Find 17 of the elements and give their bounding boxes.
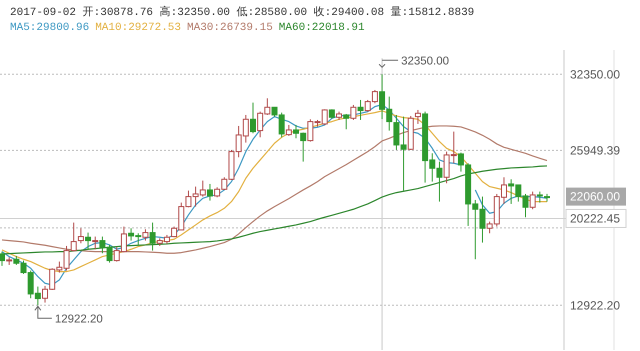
- text: MA60:22018.91: [278, 22, 366, 34]
- chart-title: 2017-09-02 开:30878.76 高:32350.00 低:28580.00 收:29400.08 量:15812.8839: [10, 5, 474, 19]
- y-tick-label: 25949.39: [570, 143, 620, 158]
- candlestick: [150, 222, 156, 252]
- text: MA5:29800.96: [10, 22, 90, 34]
- text: 22060.00: [570, 190, 620, 204]
- y-tick-label: 12922.20: [570, 298, 620, 312]
- annotation: 12922.20: [54, 313, 103, 326]
- y-tick-label: 32350.00: [570, 67, 620, 82]
- candlestick: [78, 228, 84, 244]
- text: MA10:29272.53: [95, 22, 182, 34]
- candlestick: [358, 99, 364, 120]
- text: MA30:26739.15: [187, 22, 273, 34]
- candlestick: [85, 232, 92, 250]
- annotation: 32350.00: [401, 55, 450, 68]
- candlestick: [414, 109, 421, 124]
- ref-line-label: 20222.45: [570, 211, 620, 226]
